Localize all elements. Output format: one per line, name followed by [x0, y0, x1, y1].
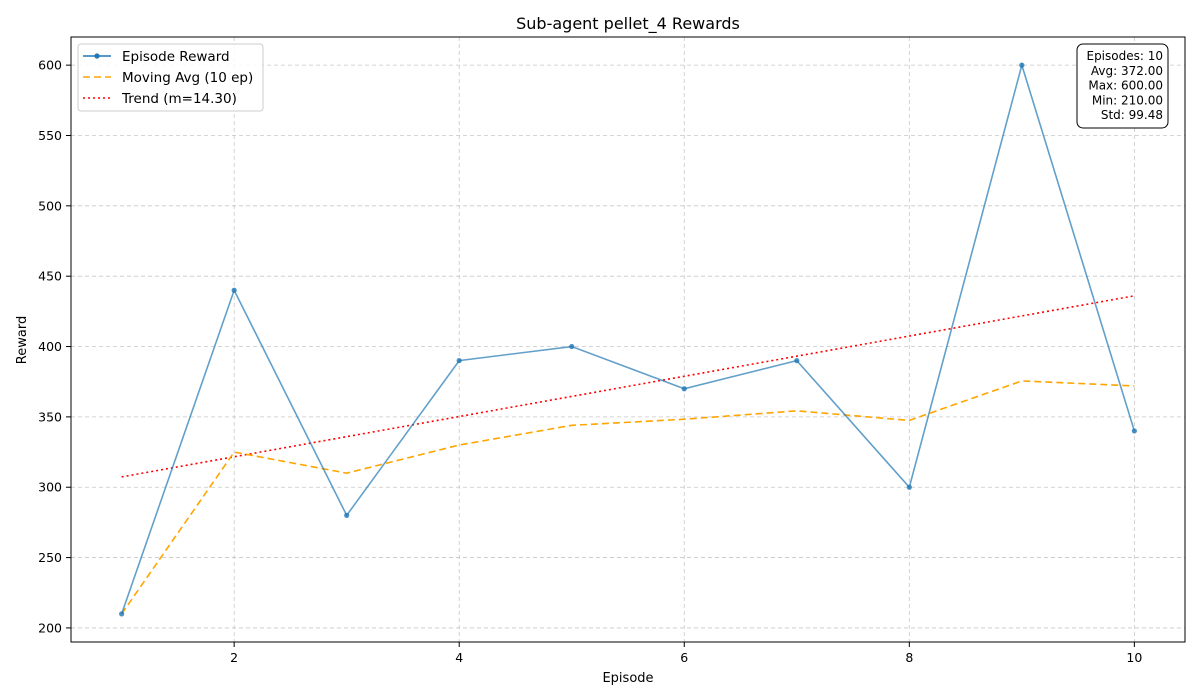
- data-point: [119, 611, 125, 617]
- legend-marker: [94, 53, 100, 59]
- y-tick-label: 600: [38, 58, 62, 73]
- data-point: [906, 484, 912, 490]
- stats-line: Avg: 372.00: [1091, 64, 1163, 78]
- y-tick-label: 200: [38, 620, 62, 635]
- y-tick-label: 500: [38, 198, 62, 213]
- y-tick-label: 300: [38, 480, 62, 495]
- y-tick-label: 250: [38, 550, 62, 565]
- x-tick-label: 2: [230, 650, 238, 665]
- data-point: [231, 287, 237, 293]
- y-tick-label: 350: [38, 409, 62, 424]
- data-point: [456, 358, 462, 364]
- x-tick-label: 4: [455, 650, 463, 665]
- data-point: [1131, 428, 1137, 434]
- data-point: [1019, 62, 1025, 68]
- legend-label-2: Trend (m=14.30): [121, 91, 237, 107]
- y-axis-label: Reward: [15, 316, 30, 364]
- stats-line: Episodes: 10: [1086, 49, 1163, 63]
- legend-label-1: Moving Avg (10 ep): [122, 70, 253, 86]
- grid-lines: [71, 37, 1185, 642]
- legend-label-0: Episode Reward: [122, 49, 230, 65]
- x-tick-label: 10: [1126, 650, 1142, 665]
- axis-ticks: 2 4 6 8 10 200 250 300 350 400 450 500 550 600: [38, 58, 1142, 665]
- stats-line: Max: 600.00: [1088, 79, 1163, 93]
- legend-frame: [77, 43, 264, 112]
- data-point: [681, 386, 687, 392]
- data-point: [794, 358, 800, 364]
- stats-line: Min: 210.00: [1092, 93, 1163, 107]
- data-point: [344, 512, 350, 518]
- stats-frame: [1076, 43, 1169, 129]
- x-tick-label: 8: [905, 650, 913, 665]
- stats-line: Std: 99.48: [1101, 108, 1163, 122]
- x-tick-label: 6: [680, 650, 688, 665]
- data-point: [569, 343, 575, 350]
- series-line-0: [120, 62, 1136, 615]
- legend: Episode Reward Moving Avg (10 ep) Trend (m…: [77, 43, 264, 112]
- series-line-2: [121, 295, 1135, 478]
- y-tick-label: 550: [38, 128, 62, 143]
- plot-frame: [70, 36, 1186, 643]
- chart-title: Sub-agent pellet_4 Rewards: [516, 14, 740, 34]
- x-axis-label: Episode: [602, 671, 653, 686]
- series-line-1: [120, 380, 1135, 615]
- series-layer: [119, 62, 1137, 617]
- y-tick-label: 400: [38, 339, 62, 354]
- y-tick-label: 450: [38, 269, 62, 284]
